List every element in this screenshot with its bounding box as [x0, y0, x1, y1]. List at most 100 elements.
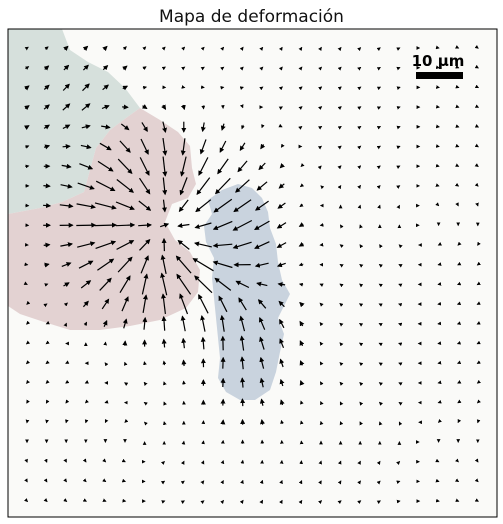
displacement-arrow: [476, 399, 481, 404]
displacement-arrow: [278, 183, 285, 189]
displacement-arrow: [298, 499, 303, 505]
displacement-arrow: [215, 177, 231, 195]
displacement-arrow: [337, 125, 342, 130]
displacement-arrow: [94, 222, 118, 228]
displacement-arrow: [122, 318, 128, 329]
displacement-arrow: [259, 398, 265, 406]
displacement-arrow: [43, 124, 50, 130]
displacement-arrow: [160, 272, 168, 296]
displacement-arrow: [180, 500, 185, 504]
displacement-arrow: [180, 480, 185, 485]
displacement-arrow: [192, 258, 214, 272]
displacement-arrow: [259, 86, 264, 91]
displacement-arrow: [62, 144, 71, 150]
displacement-arrow: [123, 361, 128, 366]
displacement-arrow: [376, 500, 381, 504]
displacement-arrow: [161, 338, 167, 348]
displacement-arrow: [376, 145, 381, 150]
displacement-arrow: [376, 480, 381, 485]
displacement-arrow: [177, 239, 190, 250]
displacement-arrow: [141, 104, 148, 110]
displacement-vectors: [23, 44, 481, 505]
displacement-arrow: [24, 85, 30, 91]
displacement-arrow: [62, 83, 70, 91]
displacement-arrow: [298, 222, 305, 227]
displacement-arrow: [101, 104, 110, 110]
displacement-arrow: [162, 177, 168, 196]
displacement-arrow: [142, 85, 148, 90]
displacement-arrow: [200, 46, 205, 51]
displacement-arrow: [175, 255, 192, 274]
displacement-arrow: [232, 219, 253, 231]
displacement-arrow: [359, 362, 364, 367]
displacement-arrow: [357, 47, 362, 52]
displacement-arrow: [161, 315, 167, 331]
displacement-arrow: [24, 46, 29, 51]
displacement-arrow: [359, 263, 364, 268]
displacement-arrow: [376, 106, 382, 110]
displacement-arrow: [24, 125, 30, 130]
displacement-arrow: [337, 86, 342, 91]
displacement-arrow: [200, 460, 205, 465]
displacement-arrow: [181, 337, 187, 349]
displacement-arrow: [254, 262, 269, 268]
displacement-arrow: [337, 145, 342, 150]
displacement-arrow: [319, 302, 324, 307]
displacement-arrow: [299, 203, 304, 208]
displacement-arrow: [280, 143, 285, 148]
displacement-arrow: [120, 123, 130, 131]
displacement-arrow: [140, 255, 149, 274]
displacement-arrow: [199, 139, 207, 155]
displacement-arrow: [122, 46, 127, 51]
displacement-arrow: [80, 144, 92, 150]
displacement-arrow: [43, 498, 48, 503]
scale-bar: [416, 72, 463, 79]
displacement-arrow: [239, 142, 246, 152]
displacement-arrow: [259, 336, 265, 350]
displacement-arrow: [237, 160, 248, 173]
displacement-arrow: [278, 300, 285, 308]
displacement-arrow: [300, 163, 305, 168]
displacement-arrow: [254, 200, 269, 211]
displacement-arrow: [317, 145, 323, 150]
displacement-arrow: [476, 281, 481, 286]
cell-region-top-left: [8, 29, 140, 214]
displacement-arrow: [142, 46, 147, 51]
displacement-arrow: [84, 399, 89, 404]
displacement-arrow: [235, 179, 250, 193]
displacement-arrow: [81, 103, 91, 111]
displacement-arrow: [161, 66, 166, 71]
displacement-arrow: [115, 201, 135, 211]
displacement-arrow: [44, 262, 50, 268]
displacement-arrow: [24, 478, 28, 483]
displacement-arrow: [214, 277, 232, 291]
displacement-arrow: [318, 106, 323, 110]
displacement-arrow: [43, 203, 52, 209]
cell-region-left: [8, 108, 200, 330]
displacement-arrow: [200, 66, 205, 71]
displacement-arrow: [101, 124, 111, 130]
displacement-arrow: [235, 280, 250, 289]
displacement-arrow: [83, 321, 87, 326]
displacement-arrow: [95, 180, 116, 192]
displacement-arrow: [259, 377, 265, 388]
displacement-arrow: [43, 84, 50, 90]
chart-title: Mapa de deformación: [159, 7, 344, 27]
displacement-arrow: [357, 86, 362, 91]
displacement-arrow: [376, 185, 381, 190]
displacement-arrow: [378, 283, 383, 288]
displacement-arrow: [25, 340, 31, 345]
displacement-arrow: [476, 301, 481, 305]
displacement-arrow: [116, 240, 135, 250]
displacement-arrow: [339, 342, 344, 347]
displacement-arrow: [299, 360, 305, 366]
displacement-arrow: [62, 103, 71, 111]
displacement-arrow: [102, 319, 108, 327]
displacement-arrow: [474, 478, 479, 483]
displacement-arrow: [139, 157, 150, 176]
displacement-arrow: [376, 126, 382, 130]
displacement-arrow: [277, 202, 286, 209]
displacement-arrow: [357, 66, 362, 71]
displacement-arrow: [260, 419, 265, 425]
